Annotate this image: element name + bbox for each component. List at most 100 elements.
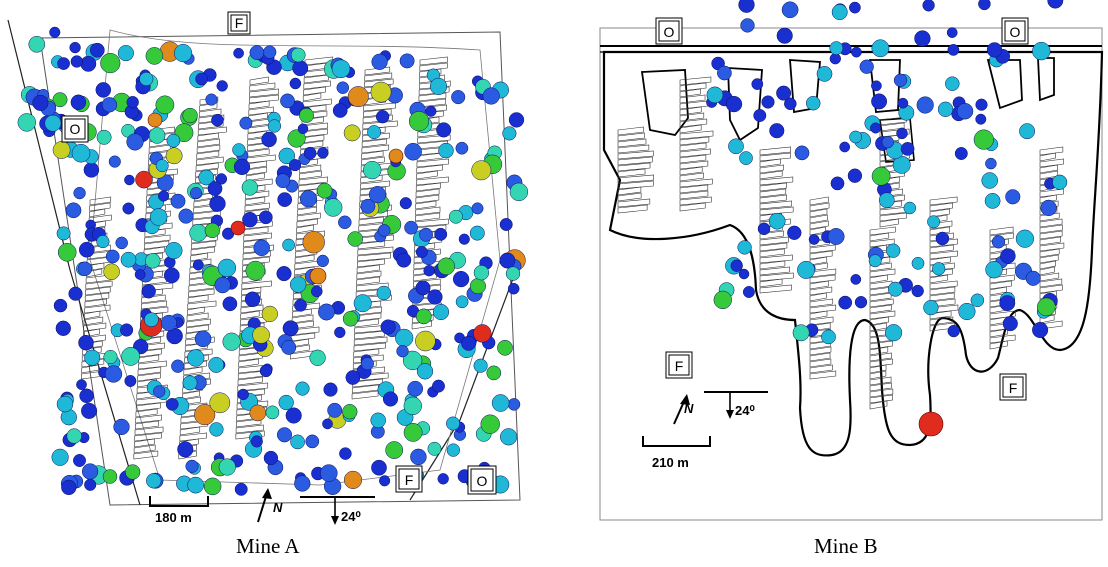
seismic-event bbox=[163, 267, 180, 284]
seismic-event bbox=[309, 349, 326, 366]
stope-block bbox=[1039, 230, 1063, 240]
seismic-event bbox=[871, 166, 891, 186]
seismic-event bbox=[371, 53, 388, 70]
seismic-event bbox=[190, 187, 202, 199]
seismic-event bbox=[78, 241, 95, 258]
seismic-event bbox=[849, 130, 862, 144]
seismic-event bbox=[507, 398, 521, 411]
seismic-event bbox=[446, 443, 460, 457]
seismic-event bbox=[165, 147, 183, 165]
seismic-event bbox=[336, 81, 350, 94]
stope-block bbox=[361, 138, 387, 148]
stope-block bbox=[81, 364, 99, 374]
seismic-event bbox=[797, 260, 816, 279]
seismic-event bbox=[945, 76, 960, 91]
mine-a-dip-symbol: 24⁰ bbox=[300, 496, 375, 525]
stope-block bbox=[869, 358, 893, 368]
seismic-event bbox=[1019, 123, 1036, 140]
stope-block bbox=[617, 132, 645, 142]
stope-block bbox=[296, 224, 314, 234]
seismic-event bbox=[415, 330, 436, 352]
stope-block bbox=[1039, 224, 1063, 234]
seismic-event bbox=[120, 323, 134, 337]
seismic-event bbox=[303, 146, 317, 160]
stope-block bbox=[759, 146, 791, 156]
mine-a-panel: F O F O 180 m N 24⁰ bbox=[0, 0, 540, 567]
seismic-event bbox=[1015, 229, 1034, 248]
stope-block bbox=[416, 170, 438, 180]
region-label-f-left: F bbox=[665, 351, 693, 379]
seismic-event bbox=[101, 97, 118, 113]
stope-block bbox=[869, 226, 896, 236]
stope-block bbox=[1039, 260, 1056, 270]
seismic-event bbox=[317, 147, 329, 159]
seismic-event bbox=[740, 18, 755, 33]
stope-block bbox=[353, 348, 380, 358]
seismic-event bbox=[973, 129, 994, 150]
stope-block bbox=[679, 178, 713, 188]
seismic-event bbox=[148, 127, 166, 144]
seismic-event bbox=[211, 113, 224, 127]
mine-b-scale-bar: 210 m bbox=[642, 436, 711, 470]
stope-block bbox=[413, 278, 441, 288]
seismic-event bbox=[947, 324, 960, 338]
seismic-event bbox=[738, 0, 755, 13]
stope-block bbox=[759, 164, 784, 174]
stope-block bbox=[136, 396, 167, 406]
svg-text:F: F bbox=[675, 358, 684, 374]
seismic-event bbox=[275, 173, 291, 189]
seismic-event bbox=[105, 249, 120, 264]
seismic-event bbox=[377, 224, 391, 237]
seismic-event bbox=[278, 147, 296, 165]
seismic-event bbox=[999, 295, 1016, 312]
seismic-event bbox=[831, 4, 848, 21]
seismic-event bbox=[73, 454, 86, 467]
seismic-event bbox=[78, 334, 94, 351]
stope-block bbox=[236, 418, 262, 428]
seismic-event bbox=[500, 428, 518, 446]
seismic-event bbox=[305, 434, 320, 449]
seismic-event bbox=[1052, 174, 1068, 190]
seismic-event bbox=[83, 162, 100, 178]
seismic-event bbox=[455, 141, 469, 155]
stope-block bbox=[759, 182, 787, 192]
stope-block bbox=[759, 242, 788, 252]
seismic-event bbox=[937, 101, 954, 117]
stope-block bbox=[929, 316, 954, 326]
seismic-event bbox=[368, 186, 387, 204]
seismic-event bbox=[217, 258, 237, 278]
seismic-event bbox=[781, 1, 799, 19]
seismic-event bbox=[149, 208, 168, 226]
region-label-o-right: O bbox=[1001, 17, 1029, 45]
seismic-event bbox=[403, 423, 423, 442]
seismic-event bbox=[299, 190, 318, 208]
seismic-event bbox=[153, 385, 166, 398]
stope-block bbox=[869, 352, 892, 362]
seismic-event bbox=[380, 319, 396, 335]
seismic-event bbox=[265, 405, 280, 420]
stope-block bbox=[357, 246, 394, 256]
seismic-event bbox=[139, 71, 154, 87]
stope-block bbox=[415, 188, 440, 198]
scale-label: 180 m bbox=[155, 510, 192, 525]
seismic-event bbox=[258, 210, 273, 225]
stope-block bbox=[809, 244, 836, 254]
stope-block bbox=[354, 318, 379, 328]
seismic-event bbox=[318, 303, 335, 321]
seismic-event bbox=[297, 123, 309, 135]
stope-block bbox=[144, 234, 171, 244]
stope-block bbox=[809, 346, 832, 356]
seismic-event bbox=[986, 42, 1003, 58]
stope-block bbox=[679, 124, 702, 134]
seismic-event bbox=[881, 136, 894, 149]
stope-block bbox=[301, 116, 324, 126]
stope-block bbox=[989, 334, 1016, 344]
seismic-event bbox=[73, 186, 86, 200]
seismic-event bbox=[135, 170, 153, 189]
stope-block bbox=[759, 176, 794, 186]
stope-block bbox=[85, 274, 112, 284]
seismic-event bbox=[970, 293, 985, 308]
seismic-event bbox=[194, 404, 216, 426]
seismic-event bbox=[222, 332, 241, 351]
seismic-event bbox=[267, 119, 282, 133]
